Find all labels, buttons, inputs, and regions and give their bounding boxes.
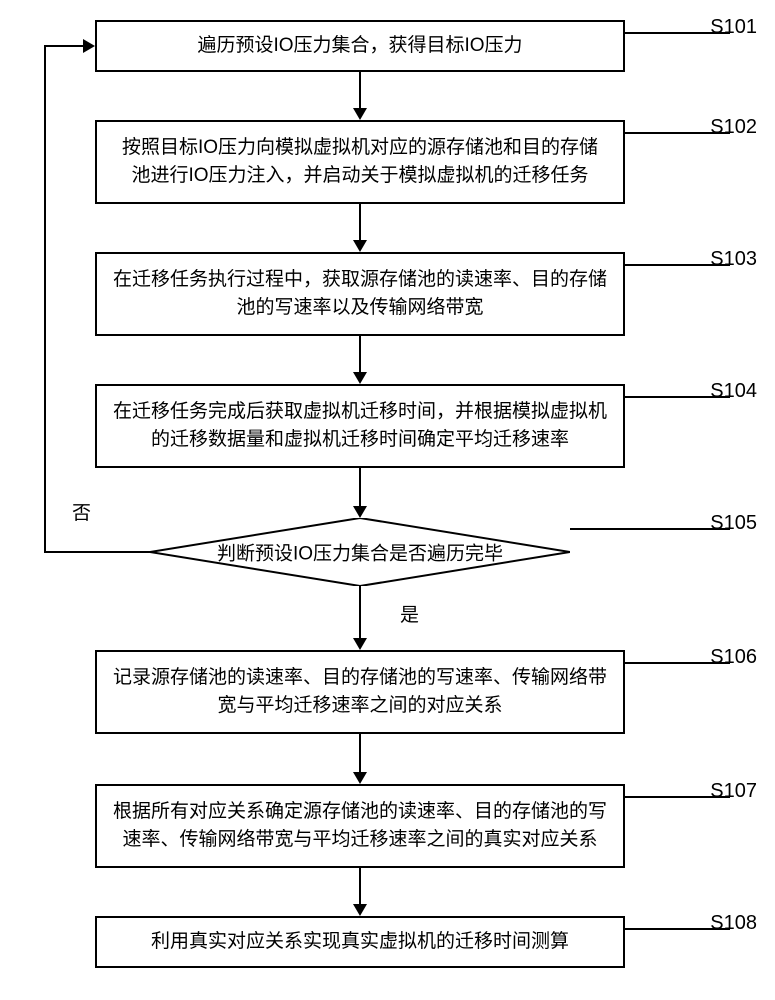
arrow-down-icon <box>353 904 367 916</box>
step-text: 根据所有对应关系确定源存储池的读速率、目的存储池的写速率、传输网络带宽与平均迁移… <box>113 798 607 855</box>
step-text: 在迁移任务完成后获取虚拟机迁移时间，并根据模拟虚拟机的迁移数据量和虚拟机迁移时间… <box>113 398 607 455</box>
step-label-s103: S103 <box>710 248 757 271</box>
arrow-down-icon <box>353 372 367 384</box>
decision-s105: 判断预设IO压力集合是否遍历完毕 <box>150 518 570 586</box>
step-label-s105: S105 <box>710 512 757 535</box>
edge <box>359 734 361 772</box>
step-s102: 按照目标IO压力向模拟虚拟机对应的源存储池和目的存储池进行IO压力注入，并启动关… <box>95 120 625 204</box>
step-s107: 根据所有对应关系确定源存储池的读速率、目的存储池的写速率、传输网络带宽与平均迁移… <box>95 784 625 868</box>
arrow-down-icon <box>353 772 367 784</box>
edge <box>359 868 361 904</box>
step-text: 在迁移任务执行过程中，获取源存储池的读速率、目的存储池的写速率以及传输网络带宽 <box>113 266 607 323</box>
arrow-down-icon <box>353 638 367 650</box>
step-label-s107: S107 <box>710 780 757 803</box>
label-connector <box>570 528 730 530</box>
edge-label-yes: 是 <box>400 600 419 627</box>
edge <box>359 72 361 108</box>
decision-text: 判断预设IO压力集合是否遍历完毕 <box>150 539 570 566</box>
step-label-s102: S102 <box>710 116 757 139</box>
arrow-down-icon <box>353 108 367 120</box>
edge <box>359 336 361 372</box>
step-text: 记录源存储池的读速率、目的存储池的写速率、传输网络带宽与平均迁移速率之间的对应关… <box>113 664 607 721</box>
edge-feedback-v <box>44 45 46 553</box>
arrow-down-icon <box>353 506 367 518</box>
step-text: 按照目标IO压力向模拟虚拟机对应的源存储池和目的存储池进行IO压力注入，并启动关… <box>113 134 607 191</box>
step-label-s108: S108 <box>710 912 757 935</box>
step-text: 利用真实对应关系实现真实虚拟机的迁移时间测算 <box>151 928 569 957</box>
edge <box>359 204 361 240</box>
arrow-right-icon <box>83 39 95 53</box>
step-s106: 记录源存储池的读速率、目的存储池的写速率、传输网络带宽与平均迁移速率之间的对应关… <box>95 650 625 734</box>
edge <box>359 468 361 506</box>
edge-feedback-h2 <box>44 45 83 47</box>
step-label-s106: S106 <box>710 646 757 669</box>
edge-label-no: 否 <box>72 498 91 525</box>
step-s101: 遍历预设IO压力集合，获得目标IO压力 <box>95 20 625 72</box>
step-s108: 利用真实对应关系实现真实虚拟机的迁移时间测算 <box>95 916 625 968</box>
step-label-s104: S104 <box>710 380 757 403</box>
edge-feedback-h1 <box>44 551 150 553</box>
step-s104: 在迁移任务完成后获取虚拟机迁移时间，并根据模拟虚拟机的迁移数据量和虚拟机迁移时间… <box>95 384 625 468</box>
step-label-s101: S101 <box>710 16 757 39</box>
step-text: 遍历预设IO压力集合，获得目标IO压力 <box>197 32 522 61</box>
step-s103: 在迁移任务执行过程中，获取源存储池的读速率、目的存储池的写速率以及传输网络带宽 <box>95 252 625 336</box>
arrow-down-icon <box>353 240 367 252</box>
edge <box>359 586 361 638</box>
